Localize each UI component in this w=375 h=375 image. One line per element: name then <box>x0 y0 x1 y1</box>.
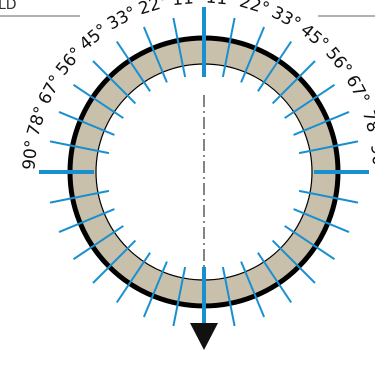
corner-label: LD <box>0 0 17 13</box>
minor-tick <box>72 83 124 119</box>
minor-tick <box>271 60 316 105</box>
angle-label-left: 56° <box>52 44 87 80</box>
minor-tick <box>72 225 124 261</box>
minor-tick <box>172 266 187 327</box>
angle-label-left: 45° <box>76 20 112 55</box>
angle-label-left: 78° <box>24 104 52 139</box>
minor-tick <box>221 17 236 78</box>
angle-label-right: 56° <box>321 44 356 80</box>
minor-tick <box>142 261 168 318</box>
minor-tick <box>172 17 187 78</box>
minor-tick <box>221 266 236 327</box>
angle-label-left: 33° <box>104 3 140 35</box>
minor-tick <box>284 83 336 119</box>
minor-tick <box>293 208 350 234</box>
minor-tick <box>142 26 168 83</box>
angle-label-right: 11° <box>205 0 237 10</box>
minor-tick <box>58 208 115 234</box>
minor-tick <box>298 189 359 204</box>
angle-label-left: 22° <box>136 0 171 19</box>
minor-tick <box>257 252 293 304</box>
minor-tick <box>240 26 266 83</box>
angle-label-left: 67° <box>35 72 67 108</box>
minor-tick <box>92 60 137 105</box>
minor-tick <box>298 140 359 155</box>
minor-tick <box>271 239 316 284</box>
minor-tick <box>257 40 293 92</box>
angle-label-right: 78 <box>358 108 375 135</box>
angle-label-right: 90 <box>366 143 375 167</box>
angle-label-right: 33° <box>268 3 304 35</box>
angle-label-right: 45° <box>296 20 332 55</box>
minor-tick <box>49 189 110 204</box>
angle-label-left: 11° <box>171 0 203 10</box>
minor-tick <box>92 239 137 284</box>
minor-tick <box>115 252 151 304</box>
tick-marks <box>39 7 369 337</box>
minor-tick <box>293 110 350 136</box>
angle-label-right: 67° <box>341 72 373 108</box>
angle-label-right: 22° <box>237 0 272 19</box>
minor-tick <box>58 110 115 136</box>
minor-tick <box>49 140 110 155</box>
angle-label-left: 90° <box>19 139 42 171</box>
minor-tick <box>115 40 151 92</box>
minor-tick <box>240 261 266 318</box>
down-arrow-icon <box>190 323 218 350</box>
minor-tick <box>284 225 336 261</box>
